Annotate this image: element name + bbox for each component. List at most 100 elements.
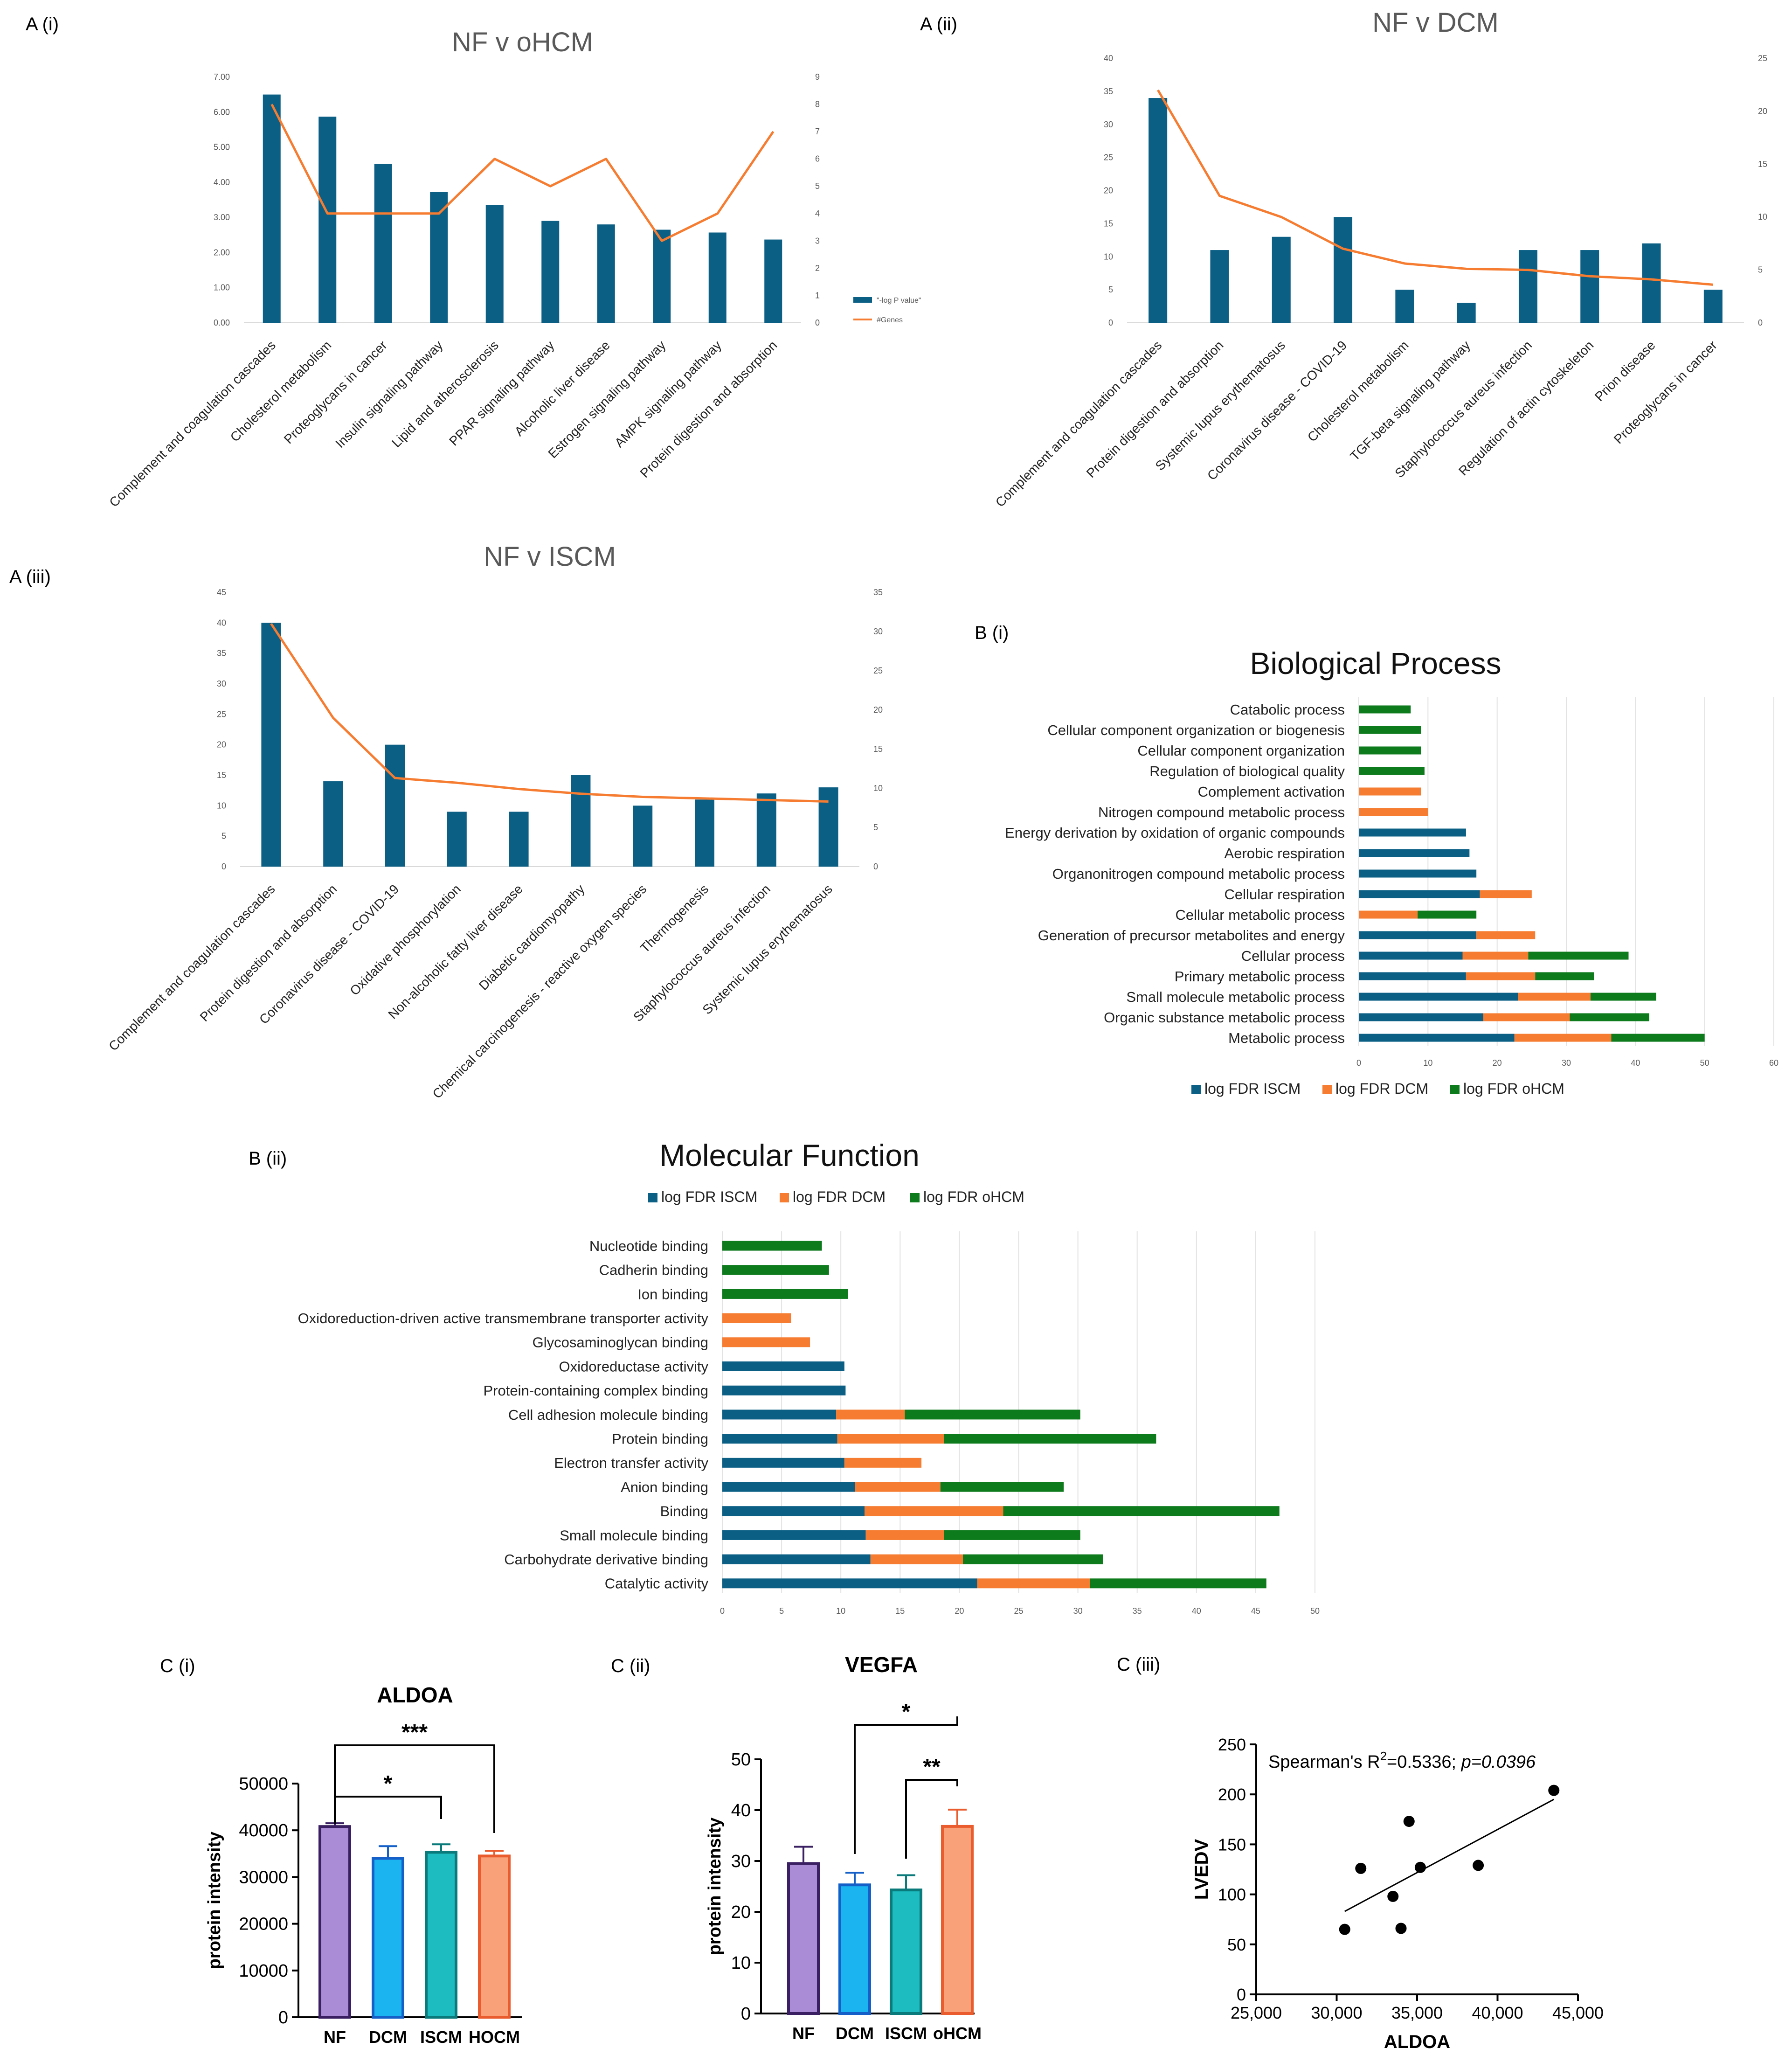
y-tick-label: 0 <box>741 2004 751 2024</box>
category-label: Catabolic process <box>1230 701 1345 718</box>
category-label: Generation of precursor metabolites and … <box>1038 927 1345 944</box>
panel-label-c1: C (i) <box>160 1656 195 1676</box>
y-left-tick-label: 0 <box>221 862 226 871</box>
category-label: Cholesterol metabolism <box>1305 338 1411 444</box>
y-axis-label: protein intensity <box>205 1832 224 1970</box>
category-label: Cellular metabolic process <box>1175 907 1345 923</box>
y-right-tick-label: 6 <box>815 154 820 164</box>
bar-cholesterol-metabolism <box>318 117 337 323</box>
y-right-tick-label: 0 <box>815 318 820 327</box>
legend-label-log-fdr-ohcm: log FDR oHCM <box>1463 1080 1564 1097</box>
chart-nf-v-ohcm: NF v oHCM 0.00 1.00 2.00 3.00 4.00 5.00 6.00 7.0… <box>106 27 921 510</box>
bar-segment-log-fdr-dcm <box>855 1482 941 1492</box>
bar-segment-log-fdr-ohcm <box>963 1554 1103 1564</box>
y-left-tick-label: 4.00 <box>214 178 230 187</box>
chart-title: NF v oHCM <box>452 27 593 57</box>
bar-tgf-beta-signaling-pathway <box>1457 303 1476 323</box>
chart-title: Molecular Function <box>659 1138 920 1173</box>
y-right-tick-label: 35 <box>873 588 883 597</box>
category-label: Cellular component organization or bioge… <box>1047 722 1345 738</box>
category-label: Ion binding <box>637 1286 708 1302</box>
bar-segment-log-fdr-iscm <box>722 1385 846 1396</box>
chart-title: ALDOA <box>377 1683 453 1707</box>
legend-swatch-log-fdr-iscm <box>1191 1085 1201 1094</box>
category-label: Alcoholic liver disease <box>512 338 613 439</box>
y-left-tick-label: 15 <box>1104 219 1113 228</box>
category-label: Energy derivation by oxidation of organi… <box>1005 825 1345 841</box>
bar-segment-log-fdr-iscm <box>722 1554 871 1564</box>
panel-label-b1: B (i) <box>975 623 1009 643</box>
chart-aldoa-lvedv-scatter: 0 50 100 150 200 250 25,000 30,000 35,000 40,000 4… <box>1191 1735 1604 2052</box>
legend-label-log-fdr-iscm: log FDR ISCM <box>661 1188 757 1205</box>
bar-protein-digestion-and-absorption <box>323 781 343 867</box>
bar-segment-log-fdr-iscm <box>722 1482 855 1492</box>
bar-chemical-carcinogenesis-reactive-oxygen-species <box>633 805 653 867</box>
bar-segment-log-fdr-dcm <box>1483 1013 1570 1021</box>
y-left-tick-label: 40 <box>1104 54 1113 63</box>
y-tick-label: 200 <box>1218 1785 1246 1804</box>
y-right-tick-label: 25 <box>873 666 883 675</box>
bar-segment-log-fdr-iscm <box>1359 931 1477 939</box>
bar-segment-log-fdr-ohcm <box>1528 951 1629 960</box>
y-tick-label: 40 <box>731 1801 751 1820</box>
y-right-tick-label: 0 <box>1758 318 1763 327</box>
bar-ohcm <box>941 1825 974 2015</box>
data-point <box>1395 1923 1407 1934</box>
legend-swatch-log-fdr-ohcm <box>910 1193 920 1202</box>
category-label: Cellular process <box>1241 948 1345 964</box>
y-tick-label: 20 <box>731 1902 751 1922</box>
chart-aldoa: ALDOA 0 10000 20000 30000 40000 50000 protein i… <box>205 1683 522 2047</box>
bar-segment-log-fdr-ohcm <box>1611 1034 1705 1042</box>
legend-swatch-log-fdr-dcm <box>780 1193 789 1202</box>
bar-segment-log-fdr-iscm <box>1359 951 1463 960</box>
bar-thermogenesis <box>695 799 714 867</box>
x-tick-label: 15 <box>895 1606 905 1616</box>
category-label: Organonitrogen compound metabolic proces… <box>1052 866 1345 882</box>
y-tick-label: 20000 <box>239 1915 288 1934</box>
category-label: ISCM <box>420 2027 462 2047</box>
y-right-tick-label: 20 <box>873 705 883 715</box>
category-label: Regulation of actin cytoskeleton <box>1456 338 1596 478</box>
significance-stars: *** <box>401 1720 428 1745</box>
bar-dcm <box>838 1883 871 2015</box>
bar-segment-log-fdr-ohcm <box>1590 993 1656 1001</box>
y-tick-label: 10000 <box>239 1961 288 1981</box>
x-tick-label: 25,000 <box>1231 2003 1282 2022</box>
bar-nf <box>787 1862 820 2015</box>
bar-segment-log-fdr-dcm <box>1476 931 1536 939</box>
x-tick-label: 30 <box>1073 1606 1083 1616</box>
bar-protein-digestion-and-absorption <box>1210 250 1229 323</box>
bar-nf <box>318 1825 351 2019</box>
y-right-tick-label: 15 <box>873 744 883 754</box>
category-label: Staphylococcus aureus infection <box>630 882 773 1024</box>
y-right-tick-label: 5 <box>873 823 878 832</box>
data-point <box>1473 1860 1484 1871</box>
category-label: PPAR signaling pathway <box>446 338 557 448</box>
y-left-tick-label: 3.00 <box>214 213 230 222</box>
y-left-tick-label: 5.00 <box>214 143 230 152</box>
category-label: Coronavirus disease - COVID-19 <box>256 882 401 1027</box>
genes-line <box>270 104 775 242</box>
bar-segment-log-fdr-ohcm <box>1570 1013 1649 1021</box>
y-left-tick-label: 25 <box>217 709 226 719</box>
bar-segment-log-fdr-dcm <box>1514 1034 1612 1042</box>
category-label: Binding <box>660 1503 708 1520</box>
y-tick-label: 0 <box>1237 1985 1246 2004</box>
bar-coronavirus-disease-covid-19 <box>1334 217 1353 323</box>
bar-segment-log-fdr-dcm <box>1462 951 1529 960</box>
y-right-tick-label: 7 <box>815 127 820 136</box>
bar-segment-log-fdr-dcm <box>844 1458 922 1468</box>
bar-segment-log-fdr-iscm <box>722 1530 866 1540</box>
bar-segment-log-fdr-ohcm <box>1359 726 1421 734</box>
bar-segment-log-fdr-dcm <box>836 1409 905 1420</box>
category-label: Primary metabolic process <box>1175 968 1345 985</box>
y-right-tick-label: 10 <box>1758 212 1767 222</box>
y-tick-label: 30 <box>731 1852 751 1871</box>
bar-segment-log-fdr-dcm <box>1518 993 1591 1001</box>
bar-segment-log-fdr-iscm <box>722 1434 837 1444</box>
y-left-tick-label: 35 <box>1104 87 1113 96</box>
y-left-tick-label: 0 <box>1108 318 1113 327</box>
bar-segment-log-fdr-ohcm <box>1359 705 1411 714</box>
legend-label-genes: #Genes <box>877 316 903 324</box>
bar-segment-log-fdr-dcm <box>1359 808 1428 816</box>
